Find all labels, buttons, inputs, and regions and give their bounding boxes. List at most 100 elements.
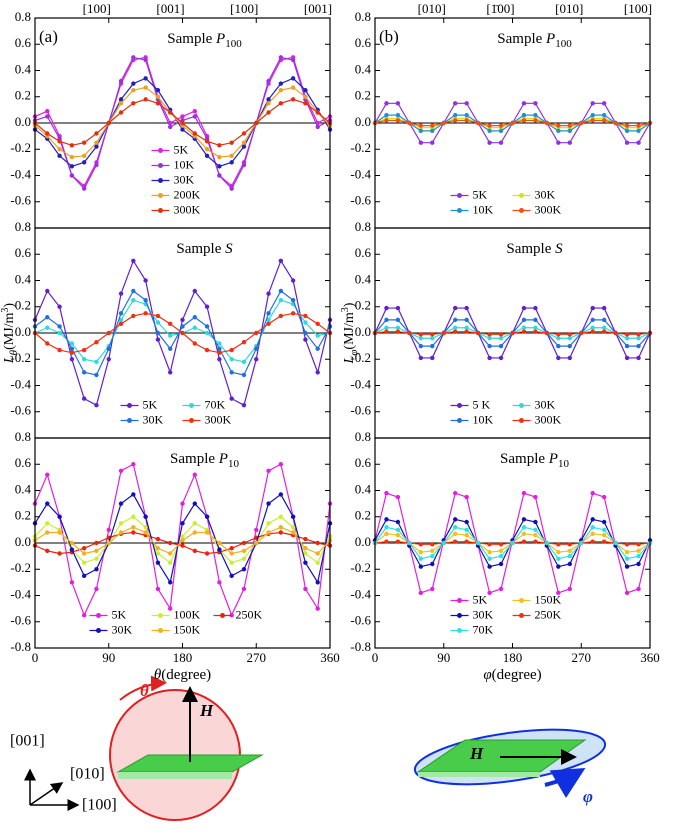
data-point [81,186,87,191]
x-axis-label-part: θ [154,667,162,683]
data-point [118,521,124,526]
data-point [254,346,259,351]
legend-label: 10K [473,412,494,426]
data-point [303,87,308,93]
data-point [556,343,561,349]
data-point [118,530,124,535]
data-point [464,305,469,311]
data-point [510,120,515,126]
data-point [601,118,607,123]
data-point [624,123,630,128]
data-point [57,514,62,519]
y-tick-label: 0.6 [15,455,32,470]
data-point [45,501,50,506]
legend-label: 250K [535,607,562,621]
data-point [567,553,572,559]
data-point [266,321,271,327]
data-point [464,519,469,525]
data-point [636,123,641,128]
legend-swatch [158,628,163,633]
data-point [487,549,492,555]
legend-swatch [457,208,462,213]
data-point [521,490,527,496]
data-point [636,128,641,134]
data-point [131,525,136,530]
data-point [81,573,87,579]
data-point [418,140,424,145]
data-point [45,131,50,136]
y-axis-label-part: 3 [340,307,351,312]
data-point [303,320,308,325]
data-point [533,494,538,500]
data-point [278,258,284,264]
y-tick-label: 0.8 [15,429,31,444]
data-point [556,128,561,134]
legend-label: 300K [174,202,201,216]
data-point [192,472,197,477]
data-point [533,532,538,538]
y-tick-label: -0.6 [10,403,31,418]
y-tick-label: 0.2 [15,88,31,103]
legend-label: 5K [112,607,127,621]
data-point [453,112,458,118]
legend-swatch [519,403,524,408]
data-point [567,336,572,341]
axis-label: [001] [10,733,45,750]
data-point [69,357,75,362]
data-point [384,329,389,334]
data-point [418,128,424,134]
data-point [453,325,458,330]
x-tick-label: 360 [320,650,340,665]
data-point [204,304,210,309]
chart-title-part: Sample [500,451,549,467]
data-point [131,55,136,60]
data-point [315,580,320,585]
legend-swatch [127,403,132,408]
data-point [69,540,75,546]
data-point [395,305,401,311]
data-point [81,551,87,556]
data-point [254,357,259,362]
data-point [290,311,296,316]
data-point [590,517,595,522]
legend-swatch [457,403,462,408]
panel-label: (a) [39,27,58,46]
data-point [579,120,584,126]
data-point [229,551,234,556]
data-point [601,101,607,106]
data-point [636,343,641,349]
data-point [636,542,641,547]
data-point [624,336,630,341]
data-point [266,501,271,506]
data-point [613,540,618,546]
data-point [168,606,173,611]
legend-swatch [158,148,163,153]
data-point [533,317,538,323]
data-point [131,492,136,497]
data-point [395,317,401,323]
data-point [453,118,458,123]
data-point [464,527,469,533]
data-point [487,542,492,547]
data-point [94,359,99,365]
data-point [94,131,99,136]
legend-swatch [519,193,524,198]
y-tick-label: 0.0 [15,324,31,339]
legend-label: 5 K [473,397,491,411]
data-point [624,590,630,596]
legend-label: 150K [174,622,201,636]
data-point [510,540,515,546]
data-point [395,532,401,538]
data-point [464,494,469,500]
legend-swatch [158,163,163,168]
data-point [254,330,259,336]
data-point [180,317,185,323]
data-point [131,101,136,106]
legend-swatch [220,613,225,618]
data-point [168,124,173,130]
data-point [441,330,446,336]
data-point [556,336,561,341]
data-point [241,402,247,408]
data-point [168,333,173,338]
data-point [278,313,284,319]
